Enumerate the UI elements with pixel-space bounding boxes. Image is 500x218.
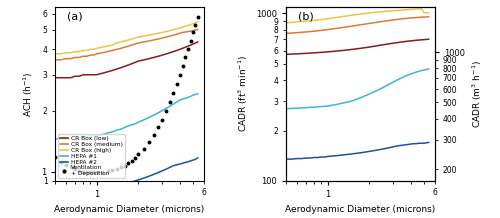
Text: (a): (a) <box>67 12 82 22</box>
Y-axis label: CADR (m$^3$ h$^{-1}$): CADR (m$^3$ h$^{-1}$) <box>470 60 484 128</box>
X-axis label: Aerodynamic Diameter (microns): Aerodynamic Diameter (microns) <box>54 204 204 213</box>
Legend: CR Box (low), CR Box (medium), CR Box (high), HEPA #1, HEPA #2, Ventilation
+ De: CR Box (low), CR Box (medium), CR Box (h… <box>58 134 124 178</box>
Y-axis label: CADR (ft$^3$ min$^{-1}$): CADR (ft$^3$ min$^{-1}$) <box>237 55 250 132</box>
Y-axis label: ACH (h$^{-1}$): ACH (h$^{-1}$) <box>22 71 35 117</box>
Text: (b): (b) <box>298 12 314 22</box>
X-axis label: Aerodynamic Diameter (microns): Aerodynamic Diameter (microns) <box>286 204 436 213</box>
